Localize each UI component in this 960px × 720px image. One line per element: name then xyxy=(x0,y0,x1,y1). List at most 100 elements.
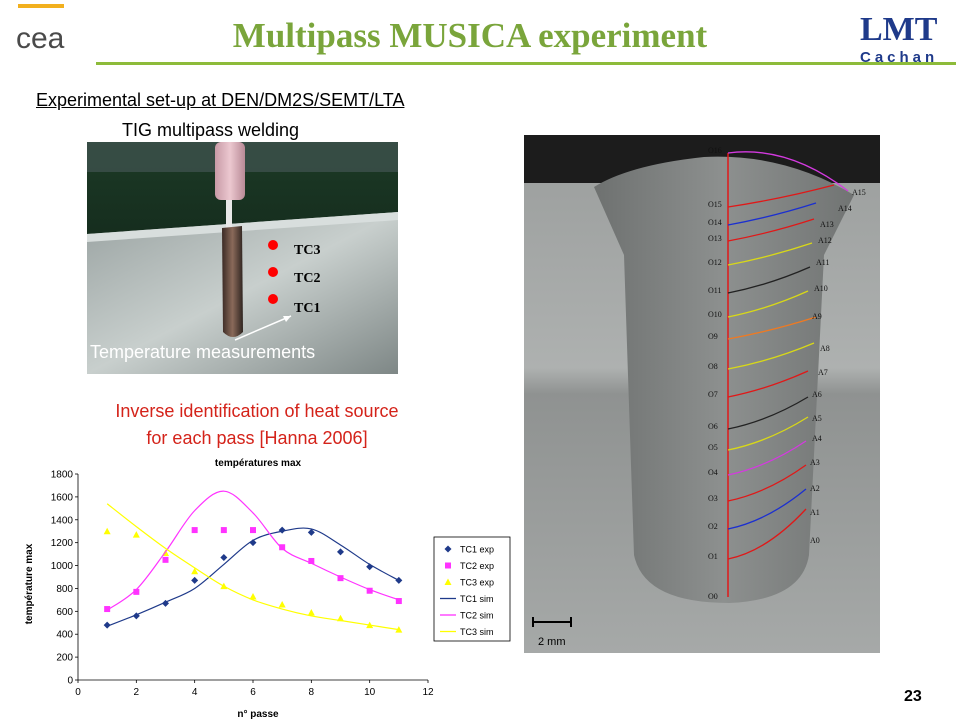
chart-ytick-label: 400 xyxy=(56,630,73,641)
macro-right-label: A13 xyxy=(820,220,834,229)
macro-left-label: O14 xyxy=(708,218,722,227)
chart-legend xyxy=(433,536,511,642)
lmt-logo-text: LMT xyxy=(860,11,938,48)
data-point-tc1-exp xyxy=(103,621,111,629)
macro-right-label: A5 xyxy=(812,414,822,423)
data-point-tc2-exp xyxy=(162,556,169,563)
pass-boundary-line xyxy=(727,202,817,226)
legend-label-tc1-sim: TC1 sim xyxy=(460,594,494,604)
pass-boundary-line xyxy=(727,290,809,318)
data-point-tc2-exp xyxy=(191,527,198,534)
chart-ytick-label: 600 xyxy=(56,607,73,618)
pass-boundary-line xyxy=(727,218,815,242)
pass-boundary-line xyxy=(727,416,809,451)
legend-swatch-tc1-exp xyxy=(444,545,452,553)
welding-setup-photo: TC3 TC2 TC1 Temperature measurements xyxy=(87,142,398,374)
tc1-dot xyxy=(268,294,278,304)
pass-boundary-line xyxy=(727,488,807,530)
data-point-tc1-exp xyxy=(337,548,344,556)
macro-left-label: O4 xyxy=(708,468,718,477)
macro-left-label: O9 xyxy=(708,332,718,341)
tc1-label: TC1 xyxy=(294,301,320,316)
pass-boundary-line xyxy=(727,316,817,340)
cea-logo-text: cea xyxy=(16,22,65,55)
pass-boundary-line xyxy=(727,370,809,398)
tc3-dot xyxy=(268,240,278,250)
chart-ylabel: température max xyxy=(24,543,35,624)
cea-logo: cea xyxy=(16,4,65,55)
macro-left-label: O13 xyxy=(708,234,722,243)
legend-swatch-tc3-exp xyxy=(444,578,452,585)
scale-label: 2 mm xyxy=(538,636,566,648)
data-point-tc3-exp xyxy=(278,600,286,608)
macro-right-label: A14 xyxy=(838,204,852,213)
macro-right-label: A6 xyxy=(812,390,822,399)
data-point-tc3-exp xyxy=(249,592,257,600)
macro-right-label: A9 xyxy=(812,312,822,321)
data-point-tc2-exp xyxy=(366,587,373,594)
macro-right-label: A2 xyxy=(810,484,820,493)
weld-groove xyxy=(222,226,243,337)
macro-left-label: O12 xyxy=(708,258,722,267)
macro-left-label: O11 xyxy=(708,286,721,295)
torch xyxy=(215,142,245,200)
data-point-tc3-exp xyxy=(337,614,344,622)
macro-left-label: O15 xyxy=(708,200,722,209)
macro-left-label: O2 xyxy=(708,522,718,531)
title-rule xyxy=(96,62,956,65)
tc3-label: TC3 xyxy=(294,243,320,258)
inverse-line-1: Inverse identification of heat source xyxy=(115,401,399,421)
chart-ytick-label: 1600 xyxy=(51,492,74,503)
pass-boundary-line xyxy=(727,266,811,294)
tig-welding-label: TIG multipass welding xyxy=(122,120,300,140)
data-point-tc3-exp xyxy=(191,567,199,575)
macro-left-label: O3 xyxy=(708,494,718,503)
chart-ytick-label: 200 xyxy=(56,653,73,664)
legend-label-tc2-sim: TC2 sim xyxy=(460,611,494,621)
max-temperature-chart: températures max température max n° pass… xyxy=(24,458,511,720)
data-point-tc1-exp xyxy=(220,554,228,562)
macro-right-label: A3 xyxy=(810,458,820,467)
legend-label-tc1-exp: TC1 exp xyxy=(460,545,494,555)
chart-ytick-label: 0 xyxy=(67,676,73,687)
chart-ytick-label: 1200 xyxy=(51,538,74,549)
macro-right-label: A1 xyxy=(810,508,820,517)
macro-right-label: A0 xyxy=(810,536,820,545)
pointer-arrow xyxy=(234,315,292,341)
data-point-tc1-exp xyxy=(395,576,403,584)
inverse-line-2: for each pass [Hanna 2006] xyxy=(146,428,368,448)
slide-number: 23 xyxy=(904,688,922,705)
tc2-label: TC2 xyxy=(294,271,320,286)
chart-xtick-label: 2 xyxy=(134,687,140,698)
macro-left-label: O1 xyxy=(708,552,718,561)
pass-boundary-line xyxy=(727,342,815,370)
chart-xtick-label: 12 xyxy=(422,687,434,698)
pass-boundary-line xyxy=(727,464,807,502)
chart-xtick-label: 10 xyxy=(364,687,376,698)
macro-left-label: O5 xyxy=(708,443,718,452)
macro-left-label: O8 xyxy=(708,362,718,371)
macro-right-label: A4 xyxy=(812,434,822,443)
data-point-tc2-exp xyxy=(395,598,402,605)
macro-right-label: A7 xyxy=(818,368,828,377)
chart-ytick-label: 1000 xyxy=(51,561,74,572)
data-point-tc1-exp xyxy=(191,576,199,584)
series-line-tc1-sim xyxy=(106,527,400,627)
data-point-tc2-exp xyxy=(279,544,286,551)
macro-right-label: A8 xyxy=(820,344,830,353)
pass-boundary-line xyxy=(727,151,849,192)
chart-ytick-label: 1400 xyxy=(51,515,74,526)
series-line-tc2-sim xyxy=(106,490,400,611)
legend-label-tc3-exp: TC3 exp xyxy=(460,578,494,588)
data-point-tc3-exp xyxy=(132,531,140,538)
weld-bead xyxy=(594,156,854,604)
chart-xtick-label: 6 xyxy=(250,687,256,698)
macro-left-label: O7 xyxy=(708,390,718,399)
lmt-cachan-logo: LMT Cachan xyxy=(860,11,938,66)
weld-macrograph: O16 O15 O14 O13 O12 O11 O10 O9 O8 O7 O6 O5 O4 O3 O2 O1 O… xyxy=(524,135,880,653)
tc2-dot xyxy=(268,267,278,277)
pass-boundary-line xyxy=(727,396,809,430)
data-point-tc1-exp xyxy=(278,526,286,534)
pass-boundary-line xyxy=(727,508,807,560)
legend-label-tc3-sim: TC3 sim xyxy=(460,627,494,637)
